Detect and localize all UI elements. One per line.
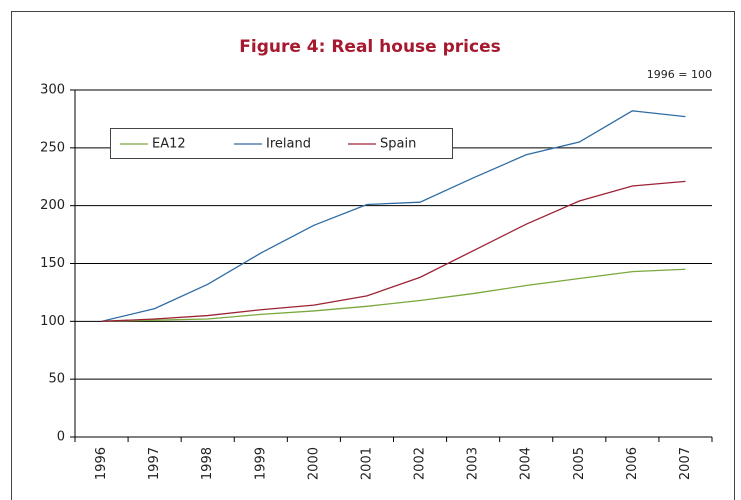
legend-label: EA12 bbox=[152, 137, 186, 152]
legend-box bbox=[110, 128, 453, 159]
legend: EA12 Ireland Spain bbox=[110, 128, 453, 159]
y-tick-label: 250 bbox=[40, 140, 65, 155]
x-tick-label: 2005 bbox=[572, 447, 587, 480]
y-tick-label: 100 bbox=[40, 314, 65, 329]
y-tick-label: 300 bbox=[40, 83, 65, 98]
y-tick-label: 200 bbox=[40, 198, 65, 213]
frame bbox=[11, 11, 735, 500]
legend-label: Ireland bbox=[266, 137, 311, 152]
x-tick-label: 1998 bbox=[200, 447, 215, 480]
annotation: 1996 = 100 bbox=[647, 68, 712, 81]
series-line bbox=[101, 110, 686, 322]
x-tick-label: 2006 bbox=[625, 447, 640, 480]
x-tick-label: 2002 bbox=[413, 447, 428, 480]
chart-title: Figure 4: Real house prices bbox=[239, 37, 500, 57]
x-tick-label: 2003 bbox=[466, 447, 481, 480]
x-tick-label: 1999 bbox=[253, 447, 268, 480]
x-tick-label: 1996 bbox=[94, 447, 109, 480]
x-tick-label: 2001 bbox=[359, 447, 374, 480]
x-tick-label: 2000 bbox=[306, 447, 321, 480]
y-tick-label: 50 bbox=[48, 372, 65, 387]
x-tick-label: 2007 bbox=[678, 447, 693, 480]
legend-label: Spain bbox=[380, 137, 416, 152]
x-tick-label: 2004 bbox=[519, 447, 534, 480]
series-line bbox=[101, 268, 686, 322]
x-tick-label: 1997 bbox=[147, 447, 162, 480]
series-line bbox=[101, 180, 686, 322]
y-tick-label: 150 bbox=[40, 256, 65, 271]
y-tick-label: 0 bbox=[57, 430, 65, 445]
